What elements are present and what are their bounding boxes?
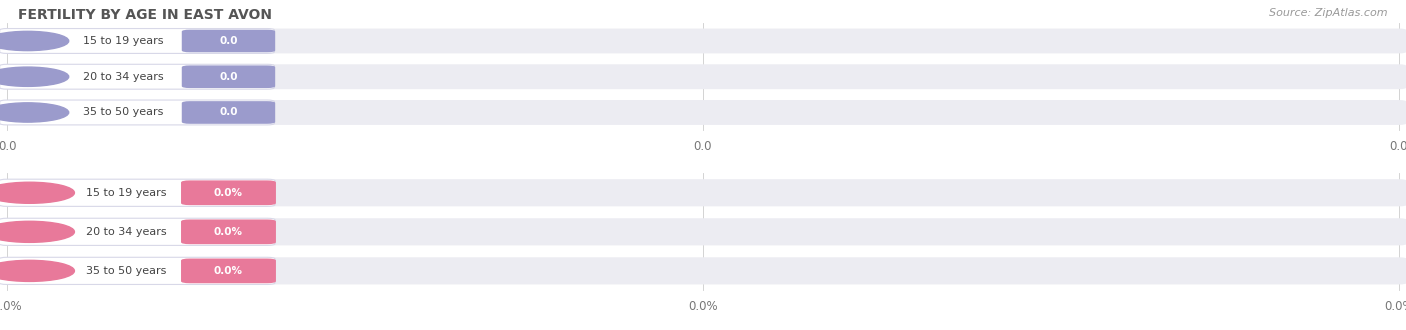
Text: 20 to 34 years: 20 to 34 years (86, 227, 166, 237)
Text: 15 to 19 years: 15 to 19 years (83, 36, 165, 46)
Text: 0.0: 0.0 (693, 140, 713, 153)
Text: FERTILITY BY AGE IN EAST AVON: FERTILITY BY AGE IN EAST AVON (18, 8, 273, 22)
FancyBboxPatch shape (0, 218, 276, 246)
Text: 15 to 19 years: 15 to 19 years (86, 188, 166, 198)
FancyBboxPatch shape (0, 218, 1406, 246)
FancyBboxPatch shape (181, 181, 276, 205)
FancyBboxPatch shape (0, 179, 1406, 206)
Text: 0.0%: 0.0% (688, 300, 718, 313)
Text: 0.0%: 0.0% (214, 188, 243, 198)
Text: 0.0%: 0.0% (1384, 300, 1406, 313)
Text: 0.0: 0.0 (0, 140, 17, 153)
Text: 0.0%: 0.0% (214, 266, 243, 276)
Text: 20 to 34 years: 20 to 34 years (83, 72, 165, 82)
FancyBboxPatch shape (181, 101, 276, 124)
FancyBboxPatch shape (0, 100, 1406, 125)
Text: Source: ZipAtlas.com: Source: ZipAtlas.com (1270, 8, 1388, 18)
Circle shape (0, 221, 75, 242)
FancyBboxPatch shape (0, 100, 274, 125)
FancyBboxPatch shape (181, 258, 276, 283)
Text: 35 to 50 years: 35 to 50 years (83, 108, 163, 117)
FancyBboxPatch shape (0, 179, 276, 206)
FancyBboxPatch shape (0, 28, 274, 53)
FancyBboxPatch shape (181, 30, 276, 52)
Text: 0.0: 0.0 (219, 36, 238, 46)
Circle shape (0, 31, 69, 50)
FancyBboxPatch shape (181, 65, 276, 88)
Circle shape (0, 103, 69, 122)
FancyBboxPatch shape (0, 257, 276, 284)
Text: 35 to 50 years: 35 to 50 years (86, 266, 166, 276)
Text: 0.0: 0.0 (1389, 140, 1406, 153)
Text: 0.0: 0.0 (219, 108, 238, 117)
FancyBboxPatch shape (0, 257, 1406, 284)
FancyBboxPatch shape (0, 64, 1406, 89)
FancyBboxPatch shape (181, 219, 276, 244)
Circle shape (0, 182, 75, 203)
Circle shape (0, 260, 75, 281)
FancyBboxPatch shape (0, 28, 1406, 53)
Text: 0.0%: 0.0% (0, 300, 22, 313)
FancyBboxPatch shape (0, 64, 274, 89)
Circle shape (0, 67, 69, 86)
Text: 0.0%: 0.0% (214, 227, 243, 237)
Text: 0.0: 0.0 (219, 72, 238, 82)
